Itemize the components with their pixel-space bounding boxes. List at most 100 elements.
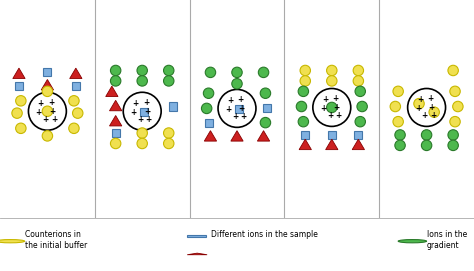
Text: +: + <box>322 95 328 104</box>
Polygon shape <box>299 139 311 150</box>
Circle shape <box>313 89 351 126</box>
Bar <box>235 105 243 113</box>
Circle shape <box>300 76 310 86</box>
Circle shape <box>355 117 365 127</box>
Circle shape <box>137 76 147 86</box>
Polygon shape <box>13 68 25 79</box>
Text: +: + <box>421 111 428 121</box>
Polygon shape <box>326 139 338 150</box>
Text: +: + <box>144 107 150 116</box>
Circle shape <box>353 65 364 76</box>
Polygon shape <box>109 100 122 111</box>
Circle shape <box>69 96 79 106</box>
Text: +: + <box>49 107 55 116</box>
Circle shape <box>42 131 53 141</box>
Text: Counterions in
the initial buffer: Counterions in the initial buffer <box>25 230 87 250</box>
Circle shape <box>137 65 147 76</box>
Circle shape <box>203 88 214 98</box>
Bar <box>301 131 309 139</box>
Circle shape <box>393 117 403 127</box>
Polygon shape <box>231 131 243 141</box>
Circle shape <box>450 86 460 96</box>
Circle shape <box>218 89 256 127</box>
Circle shape <box>300 65 310 76</box>
Text: +: + <box>415 104 421 113</box>
Polygon shape <box>257 131 270 141</box>
Text: +: + <box>335 111 342 121</box>
Circle shape <box>0 240 25 243</box>
Text: +: + <box>320 104 327 113</box>
Circle shape <box>298 86 309 96</box>
Text: +: + <box>227 96 234 105</box>
Circle shape <box>395 130 405 140</box>
Circle shape <box>73 108 83 118</box>
Circle shape <box>296 101 307 112</box>
Circle shape <box>110 138 121 149</box>
Circle shape <box>258 67 269 78</box>
Text: +: + <box>232 112 238 121</box>
Text: +: + <box>37 99 44 108</box>
Polygon shape <box>70 68 82 79</box>
Bar <box>355 131 363 139</box>
Bar <box>15 82 23 90</box>
Circle shape <box>453 101 463 112</box>
Polygon shape <box>109 115 122 126</box>
Circle shape <box>450 117 460 127</box>
Circle shape <box>398 240 427 243</box>
Circle shape <box>395 140 405 151</box>
Circle shape <box>232 67 242 78</box>
Circle shape <box>42 106 53 117</box>
Circle shape <box>123 92 161 130</box>
Circle shape <box>448 130 458 140</box>
Circle shape <box>357 101 367 112</box>
Text: +: + <box>143 98 149 107</box>
Circle shape <box>137 128 147 138</box>
Circle shape <box>28 92 66 130</box>
Text: +: + <box>327 111 333 121</box>
Circle shape <box>298 117 309 127</box>
Bar <box>169 102 176 111</box>
Circle shape <box>164 128 174 138</box>
Circle shape <box>260 117 271 128</box>
Circle shape <box>16 96 26 106</box>
Circle shape <box>164 76 174 86</box>
Polygon shape <box>352 139 365 150</box>
Text: +: + <box>417 95 423 104</box>
Circle shape <box>12 108 22 118</box>
Text: +: + <box>333 103 340 112</box>
Circle shape <box>421 130 432 140</box>
Circle shape <box>327 65 337 76</box>
Circle shape <box>137 138 147 149</box>
Circle shape <box>16 123 26 134</box>
Text: +: + <box>137 115 144 124</box>
Polygon shape <box>204 131 217 141</box>
Circle shape <box>164 65 174 76</box>
Circle shape <box>421 140 432 151</box>
Bar <box>187 235 206 237</box>
Bar <box>328 131 336 139</box>
Text: +: + <box>36 108 42 117</box>
Bar <box>264 104 271 112</box>
Text: +: + <box>430 111 437 121</box>
Text: +: + <box>132 99 139 108</box>
Circle shape <box>201 103 212 114</box>
Bar <box>72 82 80 90</box>
Text: +: + <box>48 98 55 107</box>
Bar <box>44 68 52 76</box>
Circle shape <box>414 98 424 109</box>
Polygon shape <box>41 79 54 90</box>
Text: +: + <box>51 115 57 124</box>
Text: +: + <box>427 94 434 104</box>
Circle shape <box>232 79 242 89</box>
Circle shape <box>327 102 337 113</box>
Circle shape <box>355 86 365 96</box>
Text: Different ions in the sample: Different ions in the sample <box>211 230 318 239</box>
Circle shape <box>393 86 403 96</box>
Bar <box>205 119 212 127</box>
Circle shape <box>353 76 364 86</box>
Circle shape <box>408 89 446 126</box>
Circle shape <box>110 65 121 76</box>
Text: +: + <box>225 105 232 114</box>
Circle shape <box>164 138 174 149</box>
Circle shape <box>390 101 401 112</box>
